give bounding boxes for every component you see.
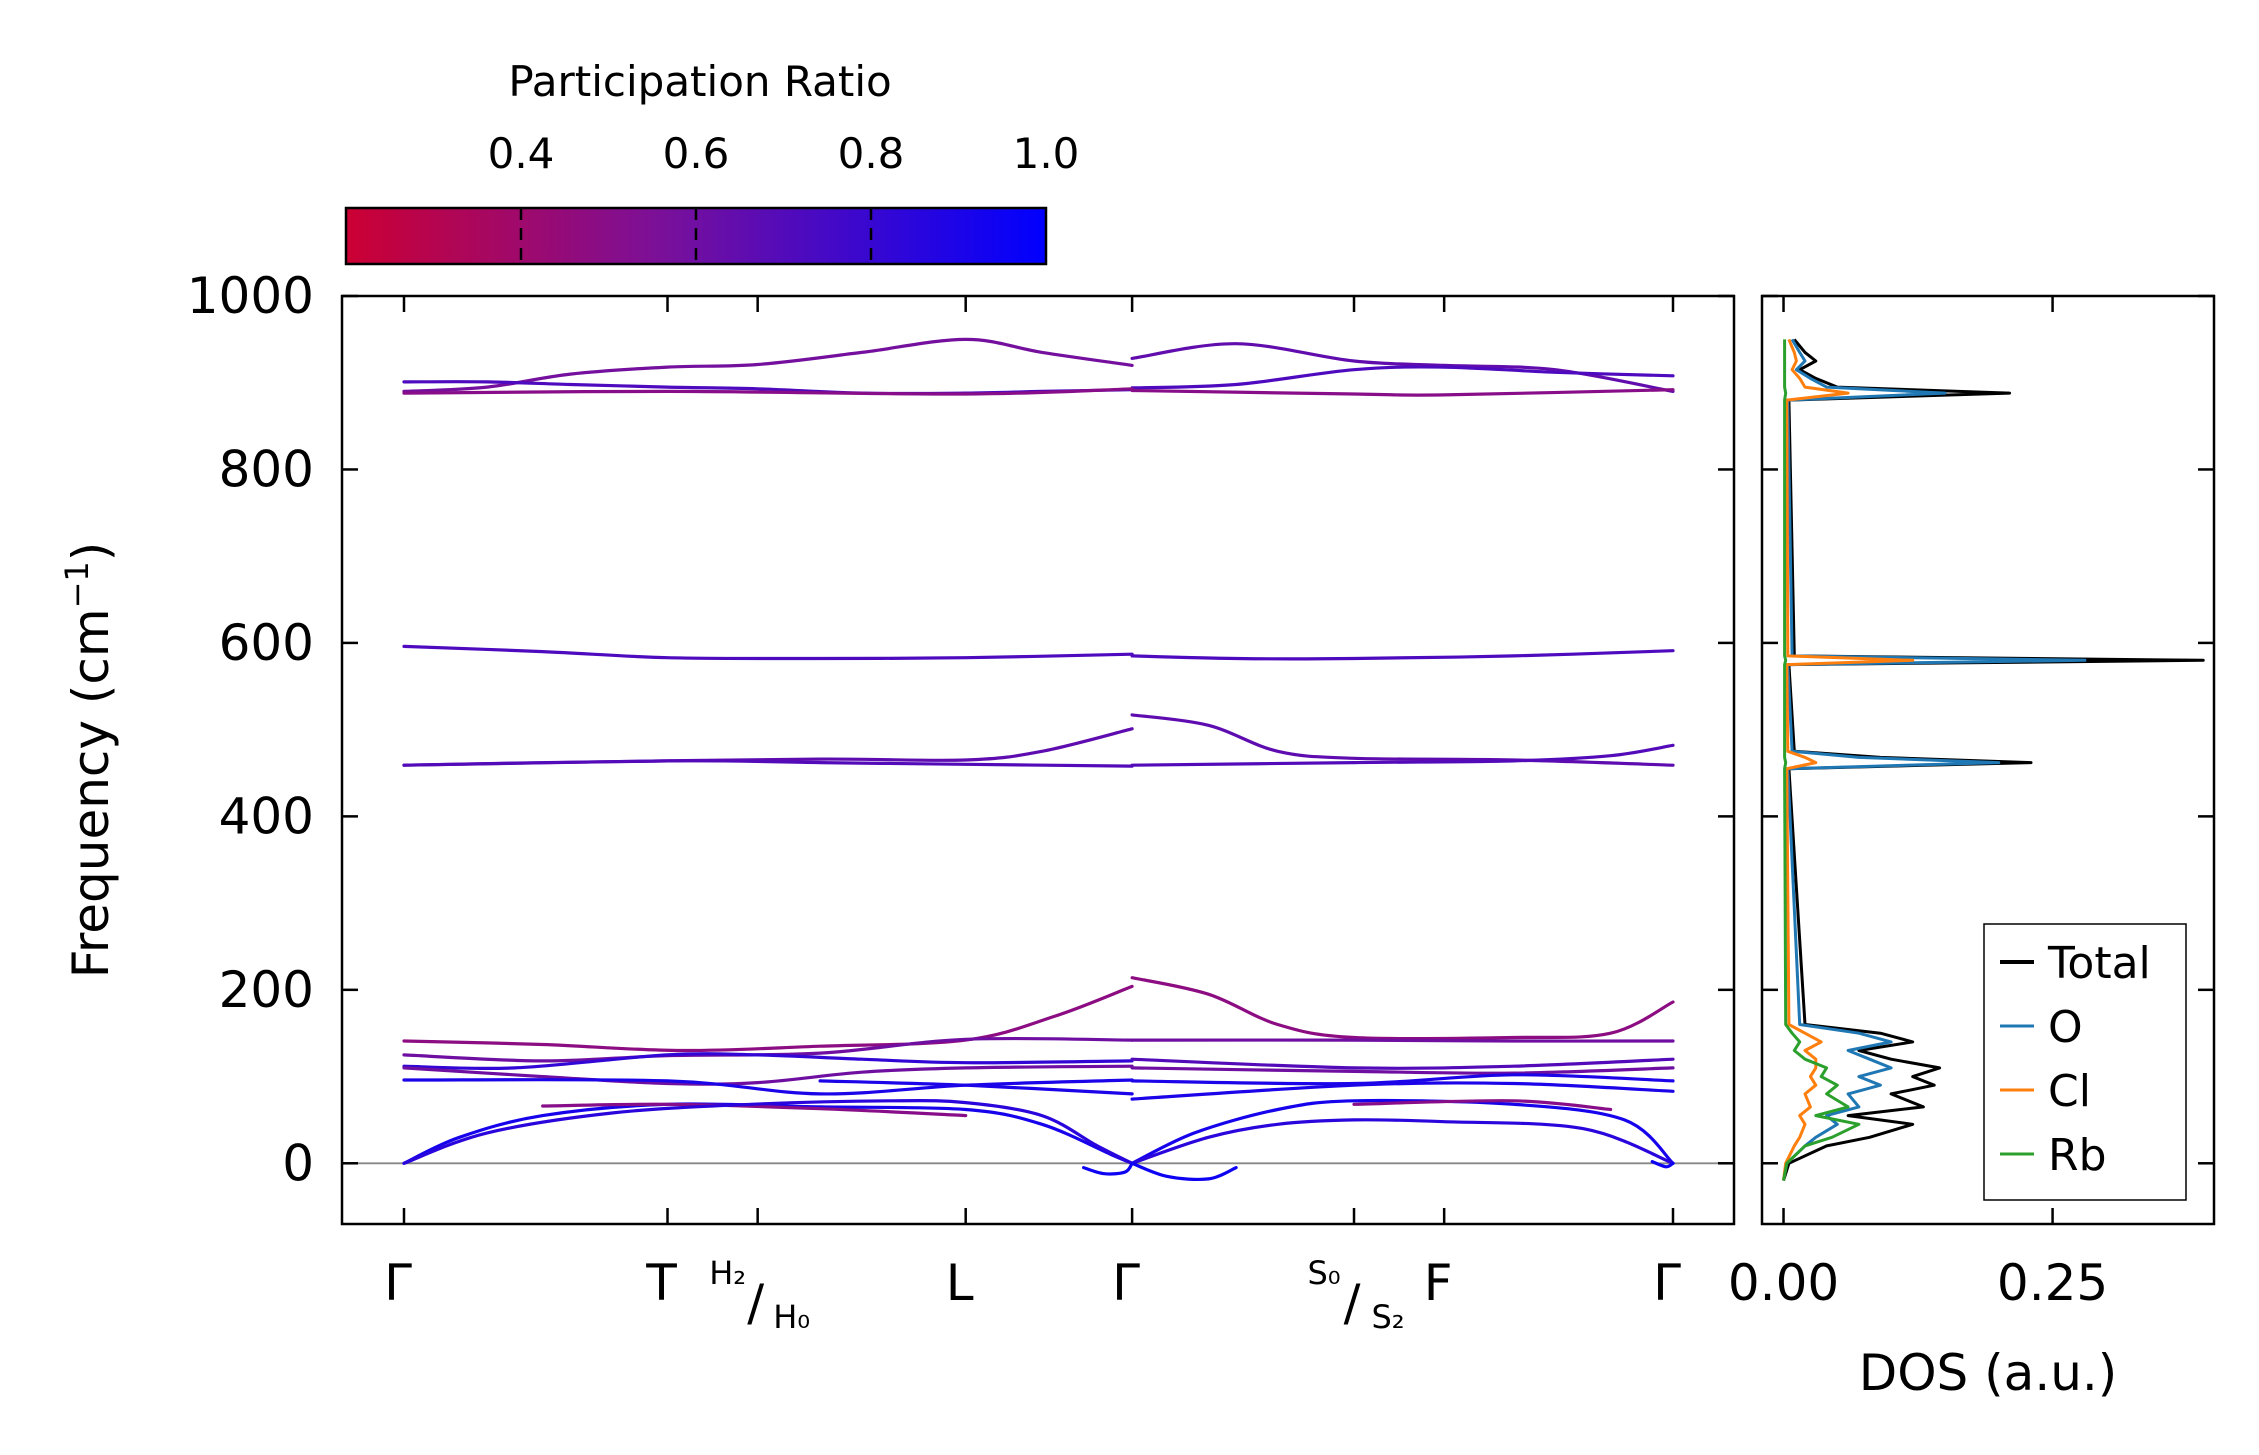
colorbar-ticks: 0.4 0.6 0.8 1.0: [488, 129, 1080, 264]
dos-series-cl: [1782, 338, 1915, 1181]
frequency-axis-label-main: Frequency (cm: [62, 608, 120, 978]
dos-legend: Total O Cl Rb: [1983, 923, 2187, 1201]
dos-x-tick-label: 0.25: [1997, 1254, 2108, 1312]
phonon-band: [1130, 1161, 1238, 1182]
y-tick-label: 800: [219, 440, 314, 498]
k-point-label: Γ: [1112, 1254, 1140, 1312]
dos-y-ticks: [1762, 294, 2214, 1165]
k-point-label-bottom: H₀: [773, 1298, 810, 1336]
phonon-band: [1130, 388, 1675, 397]
colorbar-tick-label: 0.8: [838, 129, 905, 178]
kpath-axis-ticks: Γ T H₂/H₀L Γ S₀/S₂F Γ: [384, 296, 1681, 1336]
phonon-band: [1130, 713, 1675, 767]
k-point-label: Γ: [384, 1254, 412, 1312]
legend-label-rb: Rb: [2048, 1130, 2107, 1181]
colorbar: Participation Ratio 0.4 0.6 0.8 1.0: [344, 57, 1080, 266]
legend-label-cl: Cl: [2048, 1066, 2091, 1117]
dos-x-tick-label: 0.00: [1728, 1254, 1839, 1312]
k-point-label-top: S₀: [1307, 1254, 1340, 1292]
phonon-bands: [402, 337, 1675, 1182]
dos-series-o: [1782, 338, 2087, 1181]
frequency-axis-label-close: ): [62, 542, 120, 562]
k-point-label-slash: /: [747, 1274, 764, 1332]
phonon-band: [402, 1052, 1134, 1071]
phonon-band: [402, 1102, 1134, 1165]
dos-panel: 0.00 0.25 DOS (a.u.) Total O Cl Rb: [1728, 294, 2216, 1402]
colorbar-tick-label: 0.4: [488, 129, 555, 178]
k-point-label: T: [645, 1254, 677, 1312]
frequency-axis-label: Frequency (cm−1): [58, 542, 120, 979]
phonon-band: [1130, 1057, 1675, 1070]
dos-panel-frame: [1760, 294, 2216, 1226]
legend-label-o: O: [2048, 1002, 2083, 1053]
k-point-label: Γ: [1653, 1254, 1681, 1312]
phonon-band: [402, 1099, 1134, 1165]
dos-series-rb: [1782, 339, 1861, 1181]
colorbar-tick-label: 0.6: [663, 129, 730, 178]
phonon-band: [402, 1064, 1134, 1086]
k-point-label-top: H₂: [709, 1254, 746, 1292]
phonon-band: [1130, 976, 1675, 1041]
colorbar-tick-label: 1.0: [1013, 129, 1080, 178]
phonon-band: [1650, 1160, 1675, 1169]
phonon-band: [1130, 1118, 1675, 1165]
dos-curves: [1782, 338, 2205, 1182]
phonon-band: [1130, 1066, 1675, 1075]
phonon-band: [1130, 1098, 1675, 1165]
frequency-axis-ticks: 0 200 400 600 800 1000: [187, 267, 1734, 1192]
y-tick-label: 0: [282, 1134, 314, 1192]
phonon-band: [818, 1079, 1134, 1096]
frequency-axis-label-sup: −1: [58, 561, 96, 608]
y-tick-label: 600: [219, 614, 314, 672]
phonon-band: [1352, 1099, 1613, 1112]
phonon-band: [402, 387, 1134, 396]
k-point-label: F: [1424, 1254, 1453, 1312]
y-tick-label: 400: [219, 787, 314, 845]
k-point-label-bottom: S₂: [1371, 1298, 1404, 1336]
phonon-band: [402, 727, 1134, 767]
phonon-band: [402, 759, 1134, 768]
k-point-label-slash: /: [1344, 1274, 1361, 1332]
legend-label-total: Total: [2047, 938, 2151, 989]
y-tick-label: 1000: [187, 267, 314, 325]
legend-entries: Total O Cl Rb: [2000, 938, 2151, 1181]
phonon-band: [1130, 649, 1675, 661]
phonon-band: [1130, 1073, 1675, 1086]
phonon-band: [402, 1078, 1134, 1096]
y-tick-label: 200: [219, 961, 314, 1019]
phonon-band: [1130, 1081, 1675, 1101]
phonon-band: [541, 1102, 968, 1118]
dos-axis-label: DOS (a.u.): [1859, 1344, 2118, 1402]
k-point-label: L: [946, 1254, 974, 1312]
colorbar-title: Participation Ratio: [508, 57, 891, 106]
phonon-band: [402, 644, 1134, 661]
phonon-band: [402, 984, 1134, 1053]
phonon-band: [1130, 365, 1675, 390]
phonon-band: [1130, 743, 1675, 767]
dos-x-ticks: 0.00 0.25: [1728, 296, 2108, 1312]
band-panel-frame: [340, 294, 1736, 1226]
phonon-band: [1082, 1161, 1134, 1176]
phonon-band: [1130, 1038, 1675, 1043]
